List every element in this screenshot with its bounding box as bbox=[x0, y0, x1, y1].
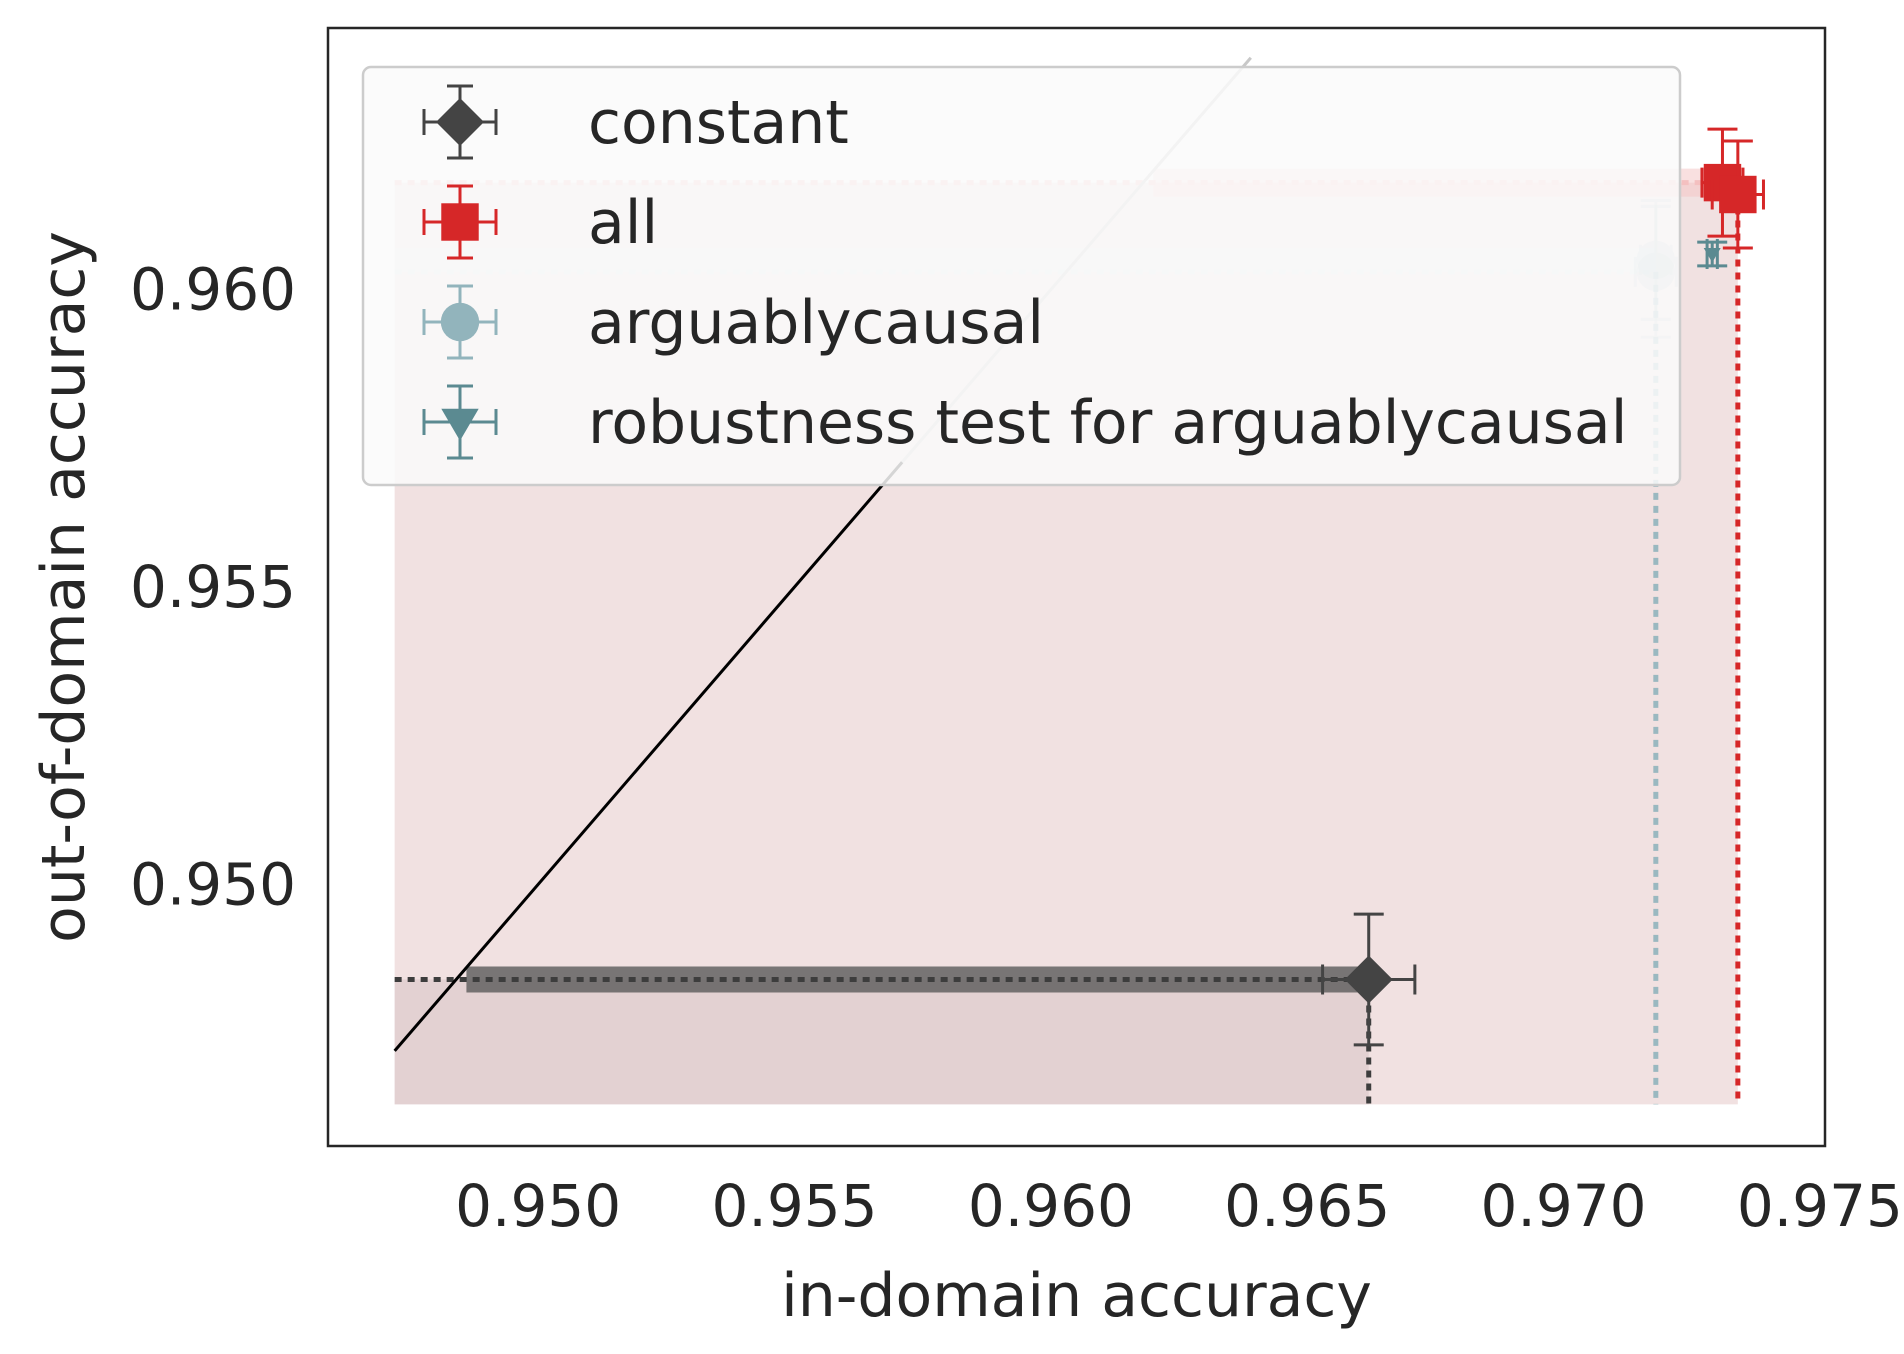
marker-diamond-0 bbox=[1344, 955, 1393, 1004]
tick-labels: 0.950 0.955 0.960 0.965 0.970 0.975 0.950 0.955… bbox=[130, 256, 1903, 1240]
x-tick-label: 0.955 bbox=[712, 1172, 878, 1240]
errorbar-diamond-0 bbox=[1321, 912, 1417, 1047]
legend-entry-1: all bbox=[422, 184, 658, 260]
legend-entry-0: constant bbox=[422, 84, 849, 160]
axes-frame bbox=[326, 26, 1827, 1148]
marker-square-1 bbox=[1719, 175, 1757, 214]
legend-marker-diamond bbox=[436, 98, 484, 146]
legend-label: all bbox=[588, 188, 658, 258]
x-tick-label: 0.950 bbox=[455, 1172, 621, 1240]
errorbar-square-1 bbox=[1710, 139, 1765, 250]
y-tick-label: 0.950 bbox=[130, 850, 296, 918]
legend-entry-3: robustness test for arguablycausal bbox=[422, 384, 1627, 460]
region-constant bbox=[394, 979, 1369, 1105]
legend-marker-circle bbox=[440, 302, 480, 342]
x-tick-label: 0.970 bbox=[1481, 1172, 1647, 1240]
y-tick-label: 0.960 bbox=[130, 256, 296, 324]
legend-box bbox=[361, 65, 1682, 487]
y-tick-label: 0.955 bbox=[130, 553, 296, 621]
legend: constant all arguablycausal robustness test… bbox=[361, 65, 1682, 487]
diagonal-line bbox=[393, 461, 904, 1052]
legend-marker-triangle-down bbox=[441, 408, 479, 441]
x-tick-label: 0.965 bbox=[1224, 1172, 1390, 1240]
errorbar-triangle-down-0 bbox=[1697, 238, 1728, 269]
x-axis-label: in-domain accuracy bbox=[781, 1261, 1372, 1331]
marker-triangle-down-0 bbox=[1703, 247, 1721, 263]
x-tick-label: 0.960 bbox=[968, 1172, 1134, 1240]
legend-marker-square bbox=[441, 203, 479, 241]
legend-label: arguablycausal bbox=[588, 288, 1044, 358]
y-axis-label: out-of-domain accuracy bbox=[29, 231, 99, 943]
legend-label: constant bbox=[588, 88, 849, 158]
legend-entry-2: arguablycausal bbox=[422, 284, 1044, 360]
x-tick-label: 0.975 bbox=[1737, 1172, 1903, 1240]
legend-label: robustness test for arguablycausal bbox=[588, 388, 1627, 458]
